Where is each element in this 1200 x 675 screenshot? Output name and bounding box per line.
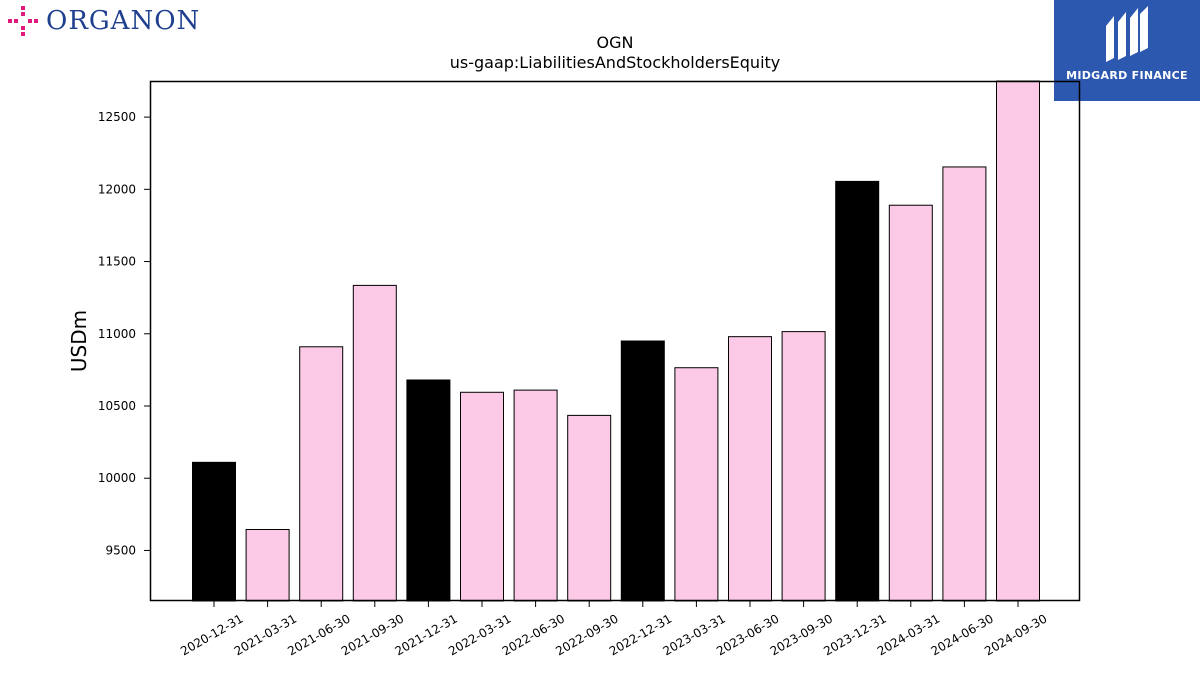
chart-title: OGN bbox=[597, 33, 634, 52]
bar-2021-06-30 bbox=[299, 346, 344, 602]
bar-2023-06-30 bbox=[728, 336, 772, 602]
bar-2022-12-31 bbox=[620, 340, 665, 602]
midgard-logo-text: MIDGARD FINANCE bbox=[1066, 69, 1188, 82]
midgard-finance-logo: MIDGARD FINANCE bbox=[1054, 0, 1200, 101]
chart-subtitle: us-gaap:LiabilitiesAndStockholdersEquity bbox=[450, 53, 781, 72]
bar-2021-12-31 bbox=[406, 379, 451, 602]
y-tick-label: 12000 bbox=[98, 182, 136, 196]
organon-logo: ORGANON bbox=[6, 4, 200, 38]
y-axis-label: USDm bbox=[67, 310, 91, 372]
bar-2024-09-30 bbox=[996, 80, 1040, 602]
y-tick-label: 11000 bbox=[98, 327, 136, 341]
y-tick-label: 10000 bbox=[98, 471, 136, 485]
plot-frame bbox=[149, 80, 1081, 602]
bar-2022-06-30 bbox=[513, 389, 558, 602]
y-tick-label: 12500 bbox=[98, 110, 136, 124]
y-tick-label: 9500 bbox=[105, 543, 136, 557]
bar-2023-03-31 bbox=[674, 367, 719, 602]
bar-2020-12-31 bbox=[192, 461, 236, 602]
bar-2023-09-30 bbox=[781, 331, 826, 602]
bar-2024-03-31 bbox=[888, 204, 933, 602]
bar-2023-12-31 bbox=[835, 180, 880, 602]
y-tick-label: 11500 bbox=[98, 255, 136, 269]
bar-2021-03-31 bbox=[245, 529, 290, 602]
bar-2022-09-30 bbox=[567, 414, 612, 602]
midgard-logo-mark bbox=[1106, 6, 1148, 62]
bar-2021-09-30 bbox=[352, 284, 397, 602]
organon-logo-mark bbox=[8, 6, 38, 36]
organon-logo-text: ORGANON bbox=[46, 6, 201, 36]
y-tick-label: 10500 bbox=[98, 399, 136, 413]
bar-2024-06-30 bbox=[942, 166, 987, 602]
bar-2022-03-31 bbox=[460, 391, 504, 602]
